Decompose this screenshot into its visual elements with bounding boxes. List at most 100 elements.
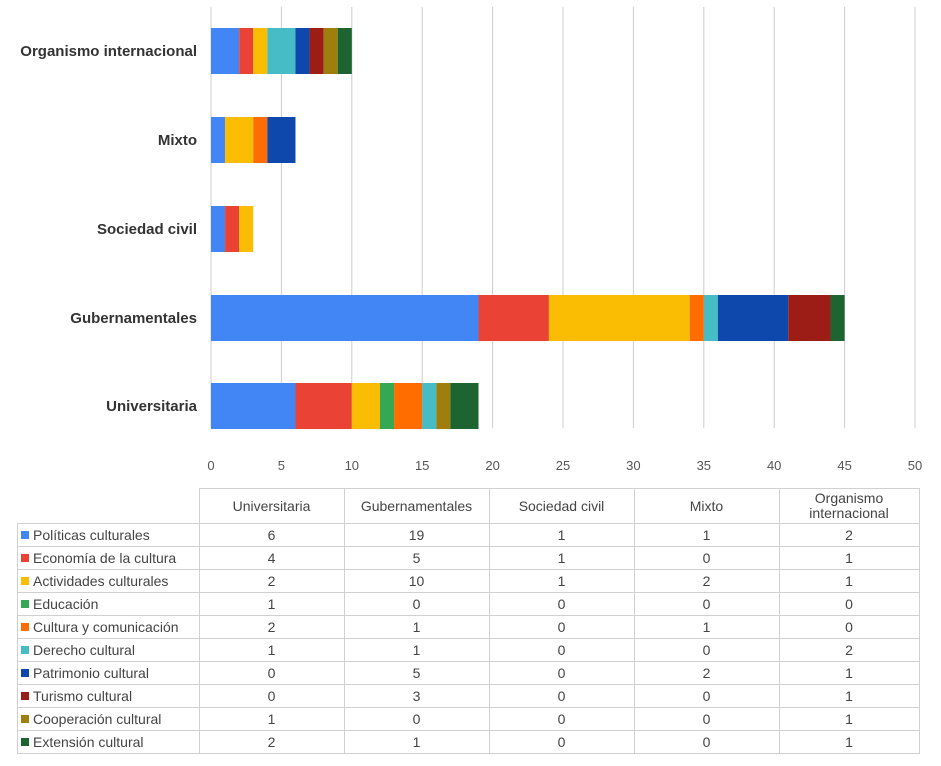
table-cell: 1	[343, 730, 490, 754]
stacked-bar-chart: Universitaria Gubernamentales Sociedad civ…	[20, 7, 922, 473]
table-row: Derecho cultural 1 1 0 0 2	[17, 638, 920, 662]
table-cell: 0	[633, 684, 780, 708]
legend-swatch	[21, 738, 29, 746]
table-cell: 5	[343, 546, 490, 570]
table-cell: 0	[488, 707, 635, 731]
bar-segment	[267, 117, 296, 163]
bar-segment	[337, 28, 352, 74]
table-header-row: Universitaria Gubernamentales Sociedad c…	[17, 488, 920, 524]
table-cell: 0	[633, 546, 780, 570]
category-label: Universitaria	[106, 398, 198, 415]
x-tick-label: 35	[697, 458, 711, 473]
table-cell: 1	[198, 638, 345, 662]
table-cell: 0	[633, 592, 780, 616]
table-cell: 1	[633, 523, 780, 547]
table-cell: 10	[343, 569, 490, 593]
table-cell: 2	[198, 569, 345, 593]
series-name: Educación	[33, 596, 99, 612]
table-cell: 1	[633, 615, 780, 639]
bar-segment	[239, 206, 254, 252]
bar-segment	[450, 383, 479, 429]
bar-segment	[295, 383, 352, 429]
x-tick-label: 25	[556, 458, 570, 473]
table-cell: 1	[778, 707, 920, 731]
legend-swatch	[21, 715, 29, 723]
x-tick-label: 45	[837, 458, 851, 473]
series-label-cell: Cooperación cultural	[17, 707, 200, 731]
series-name: Actividades culturales	[33, 573, 169, 589]
table-cell: 0	[343, 707, 490, 731]
bar-segment	[211, 383, 296, 429]
table-cell: 0	[488, 638, 635, 662]
series-name: Economía de la cultura	[33, 550, 177, 566]
category-labels: Universitaria Gubernamentales Sociedad civ…	[20, 43, 197, 415]
table-cell: 0	[778, 592, 920, 616]
table-cell: 2	[778, 523, 920, 547]
table-cell: 3	[343, 684, 490, 708]
table-row: Patrimonio cultural 0 5 0 2 1	[17, 661, 920, 685]
table-row: Turismo cultural 0 3 0 0 1	[17, 684, 920, 708]
table-cell: 0	[778, 615, 920, 639]
series-label-cell: Educación	[17, 592, 200, 616]
bar-segment	[830, 295, 845, 341]
bar-segment	[239, 28, 254, 74]
table-cell: 4	[198, 546, 345, 570]
x-axis-ticks: 0 5 10 15 20 25 30 35 40 45 50	[207, 458, 922, 473]
table-cell: 1	[778, 730, 920, 754]
legend-swatch	[21, 692, 29, 700]
table-cell: 0	[488, 615, 635, 639]
table-cell: 1	[488, 569, 635, 593]
table-cell: 0	[488, 592, 635, 616]
table-header: Organismo internacional	[778, 488, 920, 524]
table-cell: 1	[488, 523, 635, 547]
table-cell: 2	[778, 638, 920, 662]
table-cell: 5	[343, 661, 490, 685]
table-cell: 1	[343, 638, 490, 662]
bar-segment	[703, 295, 718, 341]
series-name: Políticas culturales	[33, 527, 150, 543]
bar-segment	[253, 117, 268, 163]
bars	[211, 28, 845, 429]
table-cell: 0	[633, 707, 780, 731]
bar-segment	[394, 383, 423, 429]
series-label-cell: Extensión cultural	[17, 730, 200, 754]
x-tick-label: 5	[278, 458, 285, 473]
series-label-cell: Patrimonio cultural	[17, 661, 200, 685]
category-label: Gubernamentales	[70, 310, 197, 327]
x-tick-label: 10	[345, 458, 359, 473]
series-label-cell: Políticas culturales	[17, 523, 200, 547]
category-label: Organismo internacional	[20, 43, 197, 60]
table-row: Actividades culturales 2 10 1 2 1	[17, 569, 920, 593]
table-row: Políticas culturales 6 19 1 1 2	[17, 523, 920, 547]
table-cell: 2	[198, 615, 345, 639]
category-label: Sociedad civil	[97, 221, 197, 238]
table-cell: 0	[488, 661, 635, 685]
table-header: Universitaria	[198, 488, 345, 524]
bar-segment	[323, 28, 338, 74]
bar-segment	[548, 295, 690, 341]
series-name: Cooperación cultural	[33, 711, 162, 727]
bar-segment	[436, 383, 451, 429]
legend-swatch	[21, 646, 29, 654]
bar-segment	[478, 295, 549, 341]
series-label-cell: Turismo cultural	[17, 684, 200, 708]
bar-segment	[717, 295, 789, 341]
bar-segment	[211, 117, 226, 163]
bar-segment	[211, 295, 479, 341]
x-tick-label: 0	[207, 458, 214, 473]
bar-segment	[253, 28, 268, 74]
bar-segment	[295, 28, 310, 74]
bar-segment	[689, 295, 704, 341]
table-cell: 0	[633, 730, 780, 754]
table-cell: 0	[633, 638, 780, 662]
x-tick-label: 20	[485, 458, 499, 473]
data-table: Universitaria Gubernamentales Sociedad c…	[17, 488, 920, 754]
table-cell: 1	[343, 615, 490, 639]
table-cell: 0	[343, 592, 490, 616]
series-name: Derecho cultural	[33, 642, 135, 658]
series-label-cell: Economía de la cultura	[17, 546, 200, 570]
legend-swatch	[21, 669, 29, 677]
bar-segment	[225, 117, 254, 163]
table-cell: 1	[778, 661, 920, 685]
bar-segment	[309, 28, 324, 74]
